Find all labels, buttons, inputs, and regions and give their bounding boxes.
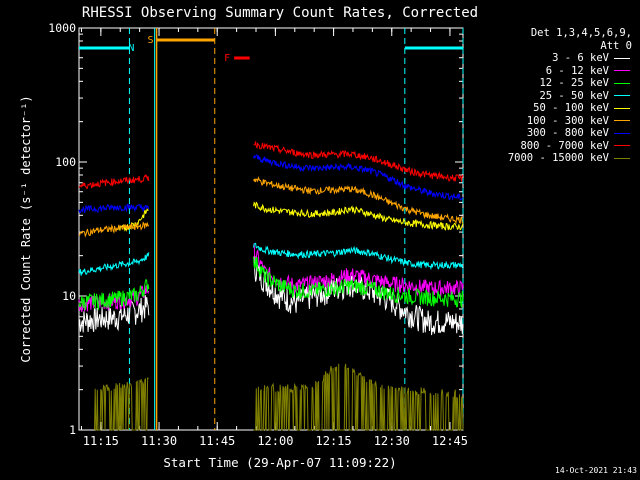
x-tick-label: 12:45 <box>432 434 468 448</box>
series-line <box>253 256 464 309</box>
legend-entry: 12 - 25 keV <box>484 77 634 90</box>
legend-label: 100 - 300 keV <box>526 114 609 127</box>
x-tick-label: 12:15 <box>316 434 352 448</box>
series-6 <box>78 176 464 238</box>
y-tick-label: 10 <box>62 289 76 303</box>
legend-swatch <box>614 120 630 122</box>
x-tick-label: 11:30 <box>141 434 177 448</box>
legend-swatch <box>614 70 630 72</box>
series-line <box>253 363 464 431</box>
legend-entries: 3 - 6 keV 6 - 12 keV 12 - 25 keV 25 - 50 ke… <box>484 52 634 165</box>
series-line <box>253 243 464 297</box>
x-tick-label: 11:45 <box>199 434 235 448</box>
series-8 <box>78 141 464 189</box>
series-line <box>253 242 464 271</box>
legend-detectors: Det 1,3,4,5,6,9, <box>530 27 632 39</box>
series-line <box>253 141 464 183</box>
legend-swatch <box>614 107 630 109</box>
legend-label: 800 - 7000 keV <box>520 139 609 152</box>
x-tick-label: 12:30 <box>374 434 410 448</box>
legend-entry: 3 - 6 keV <box>484 52 634 65</box>
series-9 <box>94 363 464 431</box>
series-line <box>78 295 150 333</box>
series-7 <box>78 154 464 214</box>
plot-frame <box>78 27 464 431</box>
legend-label: 25 - 50 keV <box>539 89 609 102</box>
legend: Det 1,3,4,5,6,9, Att 0 3 - 6 keV 6 - 12 k… <box>484 27 634 165</box>
x-tick-label: 11:15 <box>83 434 119 448</box>
series-5 <box>117 201 464 232</box>
legend-attenuator: Att 0 <box>600 39 632 52</box>
series-3 <box>78 256 464 311</box>
series-group <box>78 141 464 431</box>
y-tick-label: 1000 <box>48 21 76 35</box>
legend-entry: 50 - 100 keV <box>484 102 634 115</box>
x-axis-label: Start Time (29-Apr-07 11:09:22) <box>163 455 396 470</box>
saa-label: S <box>148 35 154 46</box>
y-tick-label: 1 <box>69 423 76 437</box>
legend-label: 12 - 25 keV <box>539 77 609 89</box>
night-label: N <box>128 43 134 54</box>
x-tick-label: 12:00 <box>257 434 293 448</box>
legend-swatch <box>614 145 630 147</box>
legend-entry: 6 - 12 keV <box>484 65 634 78</box>
legend-swatch <box>614 132 630 134</box>
series-line <box>78 278 150 311</box>
chart-title: RHESSI Observing Summary Count Rates, Co… <box>82 5 478 21</box>
legend-entry: 25 - 50 keV <box>484 90 634 103</box>
series-line <box>78 203 150 214</box>
series-line <box>78 252 150 276</box>
legend-entry: 7000 - 15000 keV <box>484 152 634 165</box>
y-axis-label: Corrected Count Rate (s⁻¹ detector⁻¹) <box>19 95 33 362</box>
series-line <box>78 173 150 189</box>
series-1 <box>78 254 464 336</box>
series-line <box>253 176 464 225</box>
orbit-annotations: S N F <box>79 28 464 430</box>
series-line <box>94 377 149 431</box>
series-4 <box>78 242 464 276</box>
series-line <box>253 154 464 201</box>
flare-label: F <box>224 53 230 64</box>
footer-timestamp: 14-Oct-2021 21:43 <box>555 466 637 475</box>
legend-swatch <box>614 82 630 84</box>
series-line <box>78 221 150 238</box>
legend-entry: 300 - 800 keV <box>484 127 634 140</box>
series-line <box>253 201 464 231</box>
legend-entry: 800 - 7000 keV <box>484 140 634 153</box>
legend-swatch <box>614 95 630 97</box>
legend-label: 3 - 6 keV <box>552 52 609 64</box>
legend-label: 300 - 800 keV <box>526 127 609 139</box>
x-axis: 11:15 11:30 11:45 12:00 12:15 12:30 12:45 <box>80 28 468 448</box>
legend-label: 7000 - 15000 keV <box>507 152 609 164</box>
y-tick-label: 100 <box>55 155 76 169</box>
legend-label: 6 - 12 keV <box>545 64 609 77</box>
legend-swatch <box>614 57 630 59</box>
series-line <box>253 254 464 336</box>
legend-label: 50 - 100 keV <box>533 102 609 114</box>
legend-swatch <box>614 157 630 159</box>
series-line <box>117 207 149 232</box>
legend-entry: 100 - 300 keV <box>484 115 634 128</box>
